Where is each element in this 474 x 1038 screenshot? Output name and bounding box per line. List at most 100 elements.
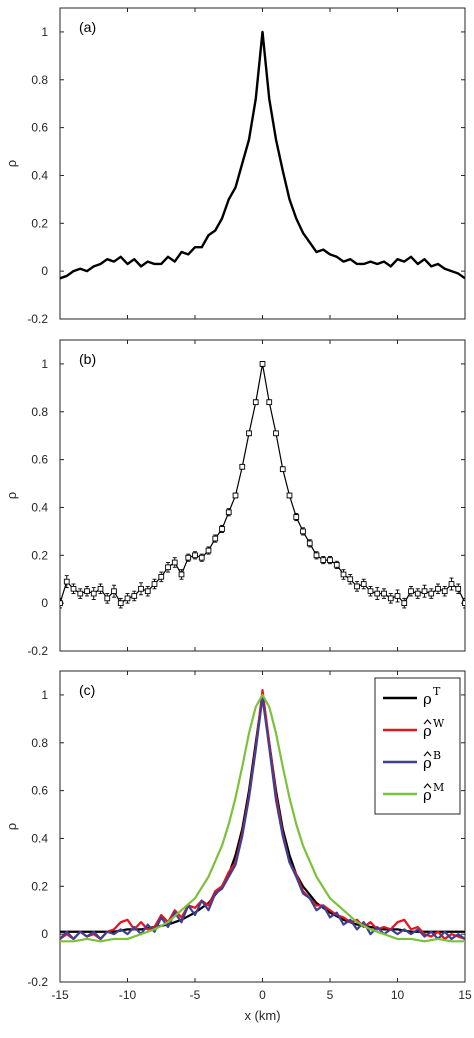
panel-a: -0.2 0 0.2 0.4 0.6 0.8 1 ρ (a) [4,7,466,326]
y-tick-label: -0.2 [27,975,48,989]
data-point [360,581,367,587]
data-point [367,588,374,595]
series-b-line [60,696,465,941]
data-point [185,554,192,561]
legend-sup-m: M [433,781,444,794]
y-tick-label: 0.2 [31,879,48,893]
y-tick-label: 0 [41,264,48,278]
data-point [266,399,273,406]
panel-label-b: (b) [79,351,96,367]
x-tick-label: -15 [51,988,69,1002]
data-point [408,588,414,595]
data-point [320,557,327,563]
series-m-line [60,693,465,943]
data-point [63,578,70,585]
y-tick-label: 0 [41,596,48,610]
hat-accent [423,783,432,789]
y-tick-label: 1 [41,688,48,702]
data-point [90,590,97,597]
data-point [151,581,158,587]
data-point [252,399,259,406]
y-tick-label: 0.8 [31,736,48,750]
hat-accent [423,751,432,757]
data-point [198,554,205,561]
data-point [104,595,111,602]
y-tick-label: 0.6 [31,453,48,467]
legend-label-t: ρ [423,690,432,708]
data-point [455,585,462,592]
y-tick-label: 0.8 [31,73,48,87]
data-point [111,588,117,595]
panel-label-a: (a) [79,19,96,35]
data-point [165,564,171,571]
y-tick-label: -0.2 [27,644,48,658]
data-point [381,590,387,597]
data-point [246,430,252,437]
data-point [205,547,212,554]
y-axis-label: ρ [4,823,19,830]
data-point [286,492,293,499]
panel-b: -0.2 0 0.2 0.4 0.6 0.8 1 ρ (b) [4,339,466,658]
data-point [131,593,138,599]
data-point [84,588,90,595]
data-point [192,552,198,559]
x-tick-label: 15 [458,988,472,1002]
y-axis-label: ρ [4,160,19,167]
data-point [239,463,246,470]
data-point [212,535,219,542]
data-point [124,595,131,602]
data-point [279,466,286,473]
panel-label-c: (c) [79,682,95,698]
data-point [421,588,428,595]
data-point [387,595,394,602]
data-point [117,600,124,607]
data-point [313,552,320,559]
data-point [60,600,63,607]
y-tick-label: -0.2 [27,312,48,326]
series-0-line [60,30,465,280]
legend-sup-b: B [433,749,441,762]
series-w-line [60,689,465,941]
data-point [401,600,408,607]
data-point [327,557,333,563]
x-axis-label: x (km) [244,1008,280,1023]
data-point [414,590,421,597]
data-point [435,585,441,592]
hat-accent [423,719,432,725]
y-tick-label: 0.2 [31,216,48,230]
y-tick-label: 1 [41,357,48,371]
panel-c: -15 -10 -5 0 5 10 15 -0.2 0 0.2 0.4 0.6 0.8 1 ρ x (km) (… [4,670,472,1023]
legend-label-w: ρ [423,722,432,740]
data-point [144,588,151,595]
legend-label-m: ρ [423,786,432,804]
data-point [428,590,435,597]
data-point [293,514,300,520]
x-tick-label: 0 [259,988,266,1002]
data-point [462,600,465,607]
legend-label-b: ρ [423,754,432,772]
plot-area [60,689,465,943]
data-point [441,588,448,595]
y-axis-label: ρ [4,492,19,499]
x-tick-label: 10 [391,988,405,1002]
data-point [232,492,239,499]
y-tick-label: 0.6 [31,784,48,798]
legend-sup-t: T [433,685,441,698]
data-point [448,581,455,587]
y-tick-label: 0 [41,927,48,941]
y-tick-label: 1 [41,25,48,39]
data-point [178,571,185,578]
plot-area [60,361,465,609]
x-tick-label: 5 [327,988,334,1002]
axes-frame [59,7,466,320]
legend-sup-w: W [433,717,445,730]
y-tick-label: 0.8 [31,405,48,419]
data-point [374,590,381,597]
data-point [138,585,144,592]
data-point [394,593,401,599]
plot-area [60,30,465,280]
data-point [354,583,360,590]
y-tick-label: 0.4 [31,500,48,514]
data-point [273,430,279,437]
